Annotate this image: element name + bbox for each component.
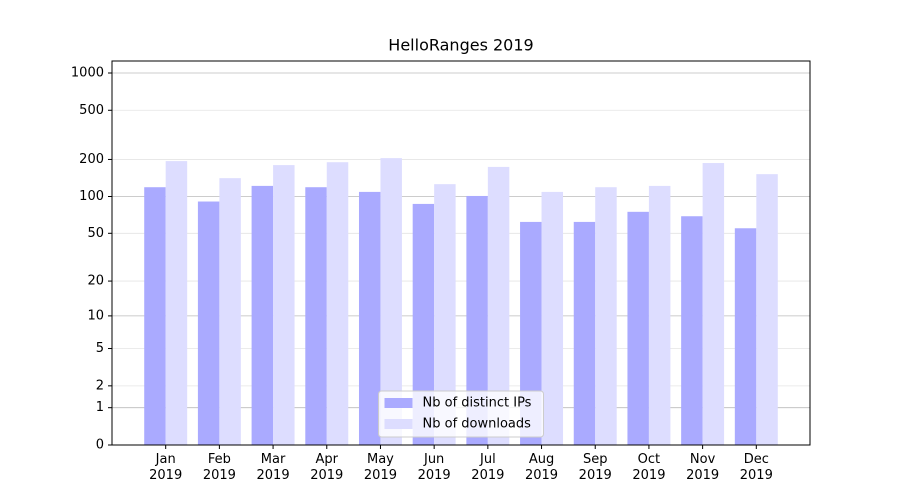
bar — [702, 163, 725, 446]
bar — [165, 161, 188, 445]
bar — [358, 191, 381, 445]
y-tick-label: 5 — [96, 341, 104, 356]
x-tick-label: Aug 2019 — [524, 452, 559, 483]
bar — [380, 158, 402, 445]
bar — [541, 191, 564, 445]
y-tick-label: 200 — [79, 152, 104, 167]
x-tick-label: Jun 2019 — [417, 452, 451, 483]
y-tick-label: 0 — [96, 438, 104, 453]
legend-label: Nb of distinct IPs — [423, 396, 532, 411]
bar — [219, 178, 241, 445]
x-tick-label: Oct 2019 — [632, 452, 666, 483]
legend: Nb of distinct IPs Nb of downloads — [378, 390, 544, 438]
bar — [251, 185, 274, 445]
legend-swatch — [384, 398, 413, 408]
x-tick-label: Feb 2019 — [202, 452, 236, 483]
x-tick-label: Jul 2019 — [471, 452, 505, 483]
x-tick-label: Jan 2019 — [149, 452, 183, 483]
legend-label: Nb of downloads — [423, 417, 532, 432]
bar — [487, 166, 510, 445]
bar — [434, 184, 456, 445]
y-tick-label: 2 — [96, 378, 104, 393]
x-tick-label: May 2019 — [363, 452, 397, 483]
chart-title: HelloRanges 2019 — [388, 36, 533, 55]
y-tick-label: 10 — [87, 308, 104, 323]
bar — [197, 201, 220, 445]
plot-frame — [111, 60, 811, 446]
bar — [573, 221, 596, 445]
bar — [305, 187, 327, 445]
y-tick-label: 100 — [79, 189, 104, 204]
bar — [326, 162, 349, 445]
bar — [273, 165, 295, 445]
x-tick-label: Sep 2019 — [578, 452, 612, 483]
bar — [681, 216, 703, 445]
y-tick-label: 1 — [96, 400, 104, 415]
x-tick-label: Nov 2019 — [686, 452, 720, 483]
bar — [466, 195, 488, 445]
x-tick-label: Mar 2019 — [256, 452, 290, 483]
bar — [648, 185, 671, 445]
x-tick-label: Dec 2019 — [739, 452, 773, 483]
bar — [520, 221, 542, 445]
bar — [412, 203, 435, 445]
y-tick-label: 500 — [79, 103, 104, 118]
bar — [595, 187, 617, 445]
bar — [756, 174, 778, 446]
y-tick-label: 50 — [87, 226, 104, 241]
bar — [627, 211, 649, 445]
legend-swatch — [384, 419, 413, 429]
y-tick-label: 1000 — [71, 66, 104, 81]
bar — [734, 228, 757, 445]
bar — [144, 187, 166, 445]
legend-box — [378, 390, 544, 438]
x-tick-label: Apr 2019 — [310, 452, 344, 483]
y-tick-label: 20 — [87, 274, 104, 289]
